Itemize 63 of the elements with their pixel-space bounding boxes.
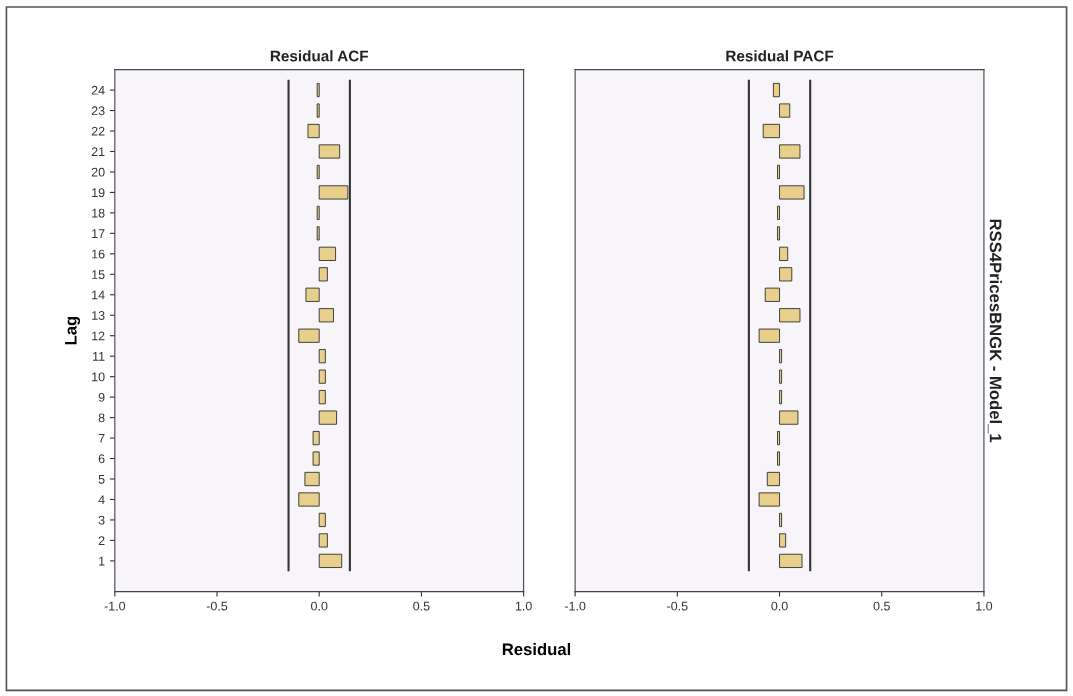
bar: [312, 451, 320, 466]
y-tick-label: 8: [98, 413, 105, 423]
bar: [318, 267, 328, 282]
y-tick-label: 1: [99, 556, 105, 566]
y-tick-label: 16: [92, 249, 105, 259]
bar: [318, 390, 326, 405]
y-tick-label: 23: [91, 106, 105, 116]
bar: [316, 205, 320, 220]
bar: [318, 185, 349, 200]
x-tick-label: -0.5: [667, 601, 688, 611]
bar: [316, 83, 320, 98]
y-tick-label: 6: [98, 454, 105, 464]
y-tick-label: 20: [91, 167, 105, 177]
y-tick-label: 2: [98, 536, 105, 545]
y-tick-label: 10: [92, 372, 105, 382]
bar: [316, 226, 320, 241]
y-tick-label: 4: [98, 495, 105, 505]
y-tick-label: 24: [91, 85, 105, 95]
y-tick-label: 19: [92, 188, 105, 198]
y-tick-label: 21: [91, 147, 105, 157]
y-tick-label: 7: [98, 434, 105, 443]
x-tick-label: 0.0: [771, 601, 788, 611]
chart-title: Residual ACF: [270, 50, 369, 62]
y-tick-label: 14: [92, 290, 105, 300]
bar: [298, 492, 320, 507]
bar: [318, 308, 334, 323]
y-tick-label: 18: [92, 208, 105, 218]
bar: [298, 328, 320, 343]
y-tick-label: 22: [91, 126, 105, 136]
y-tick-label: 5: [98, 474, 105, 484]
x-tick-label: 1.0: [976, 601, 993, 611]
x-axis-title: Residual: [502, 642, 571, 656]
y-tick-label: 3: [98, 515, 105, 525]
bar: [307, 123, 320, 139]
bar: [318, 349, 326, 364]
bar: [318, 533, 328, 548]
x-tick-label: 0.0: [311, 601, 328, 611]
x-tick-label: -0.5: [206, 601, 228, 611]
bar: [316, 103, 320, 118]
y-tick-label: 9: [98, 392, 105, 402]
bar: [316, 164, 320, 180]
bar: [318, 553, 343, 568]
x-tick-label: -1.0: [104, 601, 126, 611]
bar: [312, 431, 320, 446]
x-tick-label: -1.0: [564, 601, 586, 611]
bar: [304, 471, 320, 487]
bar: [318, 246, 336, 261]
y-tick-label: 13: [92, 311, 105, 320]
chart-title: Residual PACF: [726, 50, 834, 62]
y-axis-title: Lag: [65, 316, 81, 345]
bar: [318, 512, 326, 528]
bar: [318, 369, 326, 384]
x-tick-label: 0.5: [873, 601, 890, 611]
y-tick-label: 17: [92, 229, 105, 238]
y-tick-label: 15: [92, 270, 105, 279]
bar: [318, 144, 341, 159]
bar: [318, 410, 338, 425]
bar: [305, 287, 320, 302]
x-tick-label: 1.0: [515, 601, 532, 611]
x-tick-label: 0.5: [413, 601, 430, 611]
text: RSS4PricesBNGK - Model_1: [987, 219, 1002, 443]
y-tick-label: 12: [92, 331, 105, 341]
y-tick-label: 11: [93, 352, 105, 361]
